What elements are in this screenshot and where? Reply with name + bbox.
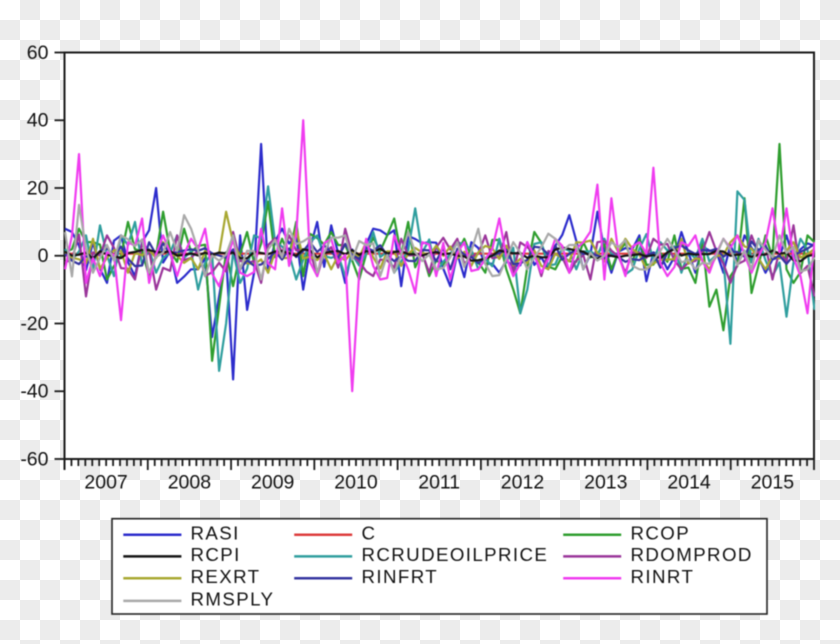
svg-text:60: 60	[27, 42, 49, 64]
svg-text:-60: -60	[20, 448, 48, 470]
svg-text:-40: -40	[20, 381, 48, 403]
svg-text:RCPI: RCPI	[191, 544, 241, 565]
svg-text:RINFRT: RINFRT	[362, 566, 439, 587]
svg-text:RCRUDEOILPRICE: RCRUDEOILPRICE	[362, 544, 549, 565]
svg-text:2013: 2013	[584, 471, 627, 493]
svg-text:-20: -20	[20, 313, 48, 335]
svg-text:C: C	[362, 522, 377, 543]
svg-text:0: 0	[38, 245, 49, 267]
svg-text:2010: 2010	[334, 471, 378, 493]
svg-text:RDOMPROD: RDOMPROD	[631, 544, 753, 565]
svg-text:2015: 2015	[751, 471, 795, 493]
svg-text:RINRT: RINRT	[631, 566, 695, 587]
svg-text:2009: 2009	[251, 471, 294, 493]
svg-text:2008: 2008	[168, 471, 211, 493]
svg-text:2007: 2007	[84, 471, 127, 493]
svg-text:40: 40	[27, 110, 49, 132]
svg-text:RASI: RASI	[191, 522, 240, 543]
svg-text:2012: 2012	[501, 471, 544, 493]
svg-text:RMSPLY: RMSPLY	[191, 589, 275, 610]
svg-text:RCOP: RCOP	[631, 522, 691, 543]
svg-text:2011: 2011	[418, 471, 460, 493]
svg-text:REXRT: REXRT	[191, 566, 261, 587]
svg-text:2014: 2014	[667, 471, 711, 493]
svg-text:20: 20	[27, 177, 49, 199]
